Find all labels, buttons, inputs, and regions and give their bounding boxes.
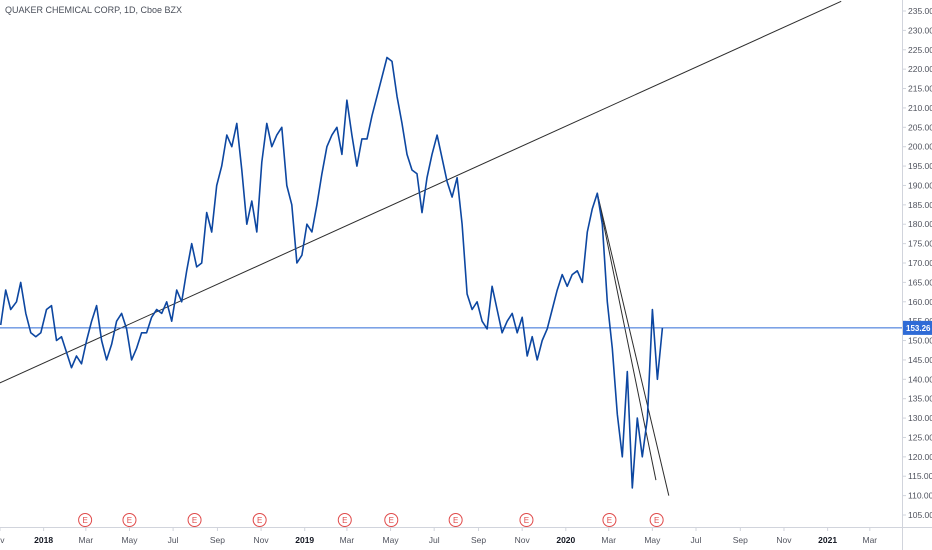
earnings-marker[interactable] (649, 513, 664, 527)
earnings-marker[interactable] (78, 513, 93, 527)
earnings-marker[interactable] (384, 513, 399, 527)
earnings-marker[interactable] (337, 513, 352, 527)
price-tick-label: 210.00 (908, 103, 932, 113)
price-tick-label: 105.00 (908, 510, 932, 520)
chart-title: QUAKER CHEMICAL CORP, 1D, Cboe BZX (5, 5, 183, 15)
time-tick-label: May (383, 535, 400, 545)
time-tick-label: Mar (340, 535, 355, 545)
earnings-marker-label: E (257, 516, 262, 525)
time-tick-label: Mar (601, 535, 616, 545)
price-tick-label: 195.00 (908, 161, 932, 171)
trendline[interactable] (596, 193, 657, 481)
price-tick-label: 230.00 (908, 25, 932, 35)
time-tick-label: 2018 (34, 535, 53, 545)
price-tick-label: 125.00 (908, 432, 932, 442)
time-tick-label: 2020 (556, 535, 575, 545)
price-tick-label: 215.00 (908, 84, 932, 94)
time-tick-label: Jul (691, 535, 702, 545)
time-tick-label: Jul (429, 535, 440, 545)
earnings-marker-label: E (389, 516, 394, 525)
price-tick-label: 175.00 (908, 239, 932, 249)
trendline[interactable] (596, 193, 670, 496)
price-tick-label: 170.00 (908, 258, 932, 268)
price-tick-label: 235.00 (908, 6, 932, 16)
price-series-line (0, 56, 664, 489)
earnings-marker[interactable] (187, 513, 202, 527)
price-tick-label: 225.00 (908, 45, 932, 55)
time-tick-label: Sep (210, 535, 225, 545)
last-price-label: 153.26 (906, 324, 931, 333)
last-price-badge (903, 320, 932, 335)
time-tick-label: ov (0, 535, 5, 545)
price-tick-label: 220.00 (908, 64, 932, 74)
time-tick-label: Sep (471, 535, 486, 545)
earnings-marker[interactable] (448, 513, 463, 527)
time-tick-label: May (121, 535, 138, 545)
price-tick-label: 130.00 (908, 413, 932, 423)
price-tick-label: 200.00 (908, 142, 932, 152)
time-tick-label: 2019 (295, 535, 314, 545)
price-tick-label: 140.00 (908, 374, 932, 384)
time-axis: ov 2018 Mar May Jul Sep Nov 2019 Mar May Jul Sep Nov… (0, 527, 877, 545)
earnings-marker-label: E (127, 516, 132, 525)
price-tick-label: 115.00 (908, 471, 932, 481)
price-tick-label: 135.00 (908, 394, 932, 404)
earnings-marker-label: E (192, 516, 197, 525)
time-tick-label: 2021 (818, 535, 837, 545)
time-tick-label: Nov (254, 535, 270, 545)
earnings-marker-label: E (82, 516, 87, 525)
time-tick-label: May (644, 535, 661, 545)
price-tick-label: 145.00 (908, 355, 932, 365)
price-tick-label: 110.00 (908, 491, 932, 501)
earnings-marker-label: E (607, 516, 612, 525)
earnings-marker-label: E (453, 516, 458, 525)
trendlines (0, 0, 842, 496)
earnings-marker-label: E (342, 516, 347, 525)
earnings-marker[interactable] (602, 513, 617, 527)
time-tick-label: Nov (515, 535, 531, 545)
price-tick-label: 165.00 (908, 277, 932, 287)
price-tick-label: 180.00 (908, 219, 932, 229)
price-tick-label: 120.00 (908, 452, 932, 462)
trendline[interactable] (0, 0, 842, 385)
time-tick-label: Mar (79, 535, 94, 545)
price-tick-label: 205.00 (908, 122, 932, 132)
price-tick-label: 190.00 (908, 180, 932, 190)
price-tick-label: 185.00 (908, 200, 932, 210)
earnings-marker[interactable] (519, 513, 534, 527)
time-tick-label: Nov (776, 535, 792, 545)
price-tick-label: 160.00 (908, 297, 932, 307)
earnings-marker-label: E (524, 516, 529, 525)
earnings-marker[interactable] (122, 513, 137, 527)
price-tick-label: 150.00 (908, 336, 932, 346)
time-tick-label: Mar (862, 535, 877, 545)
time-tick-label: Jul (168, 535, 179, 545)
price-axis: 105.00 110.00 115.00 120.00 125.00 130.00 135.… (902, 6, 932, 520)
time-tick-label: Sep (733, 535, 748, 545)
last-price-badge-group: 153.26 (903, 320, 932, 335)
earnings-marker[interactable] (252, 513, 267, 527)
earnings-marker-label: E (654, 516, 659, 525)
